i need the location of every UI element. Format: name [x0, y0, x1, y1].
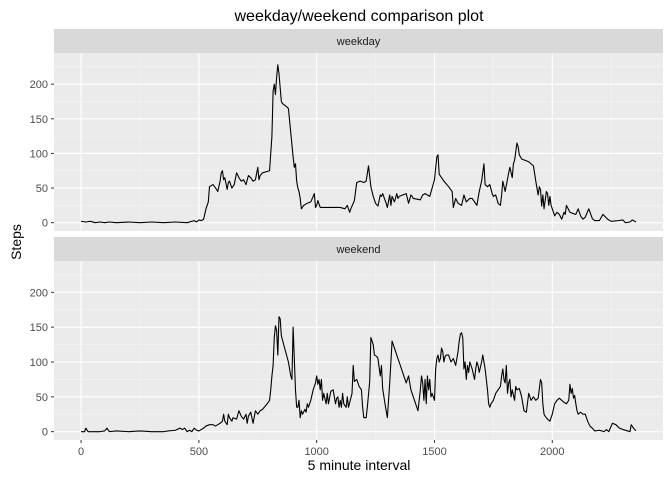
- strip-background: [54, 29, 663, 53]
- series-line-weekend: [81, 316, 637, 433]
- x-tick-label: 500: [190, 446, 208, 458]
- x-axis-title: 5 minute interval: [308, 457, 411, 473]
- chart-title: weekday/weekend comparison plot: [233, 8, 484, 25]
- strip-background: [54, 237, 663, 261]
- y-tick-label: 150: [30, 114, 48, 126]
- y-tick-label: 0: [42, 218, 48, 230]
- y-tick-label: 0: [42, 427, 48, 439]
- y-tick-label: 200: [30, 287, 48, 299]
- x-tick-label: 2000: [540, 446, 564, 458]
- panel-weekday: weekday 0 50 100 150 200: [30, 29, 663, 231]
- x-tick-label: 1500: [422, 446, 446, 458]
- x-axis: 0 500 1000 1500 2000: [78, 440, 565, 458]
- y-axis-title: Steps: [8, 224, 24, 260]
- panel-background: [54, 261, 663, 440]
- x-tick-label: 1000: [304, 446, 328, 458]
- y-tick-label: 100: [30, 148, 48, 160]
- panel-background: [54, 53, 663, 231]
- strip-label: weekday: [336, 36, 381, 48]
- y-tick-label: 150: [30, 322, 48, 334]
- y-tick-label: 100: [30, 357, 48, 369]
- panels: weekday 0 50 100 150 200 weekend 0 50 100 150 200: [30, 29, 663, 440]
- y-tick-label: 50: [36, 183, 48, 195]
- y-tick-label: 50: [36, 392, 48, 404]
- x-tick-label: 0: [78, 446, 84, 458]
- panel-weekend: weekend 0 50 100 150 200: [30, 237, 663, 440]
- y-tick-label: 200: [30, 79, 48, 91]
- strip-label: weekend: [335, 244, 380, 256]
- series-line-weekday: [81, 64, 637, 224]
